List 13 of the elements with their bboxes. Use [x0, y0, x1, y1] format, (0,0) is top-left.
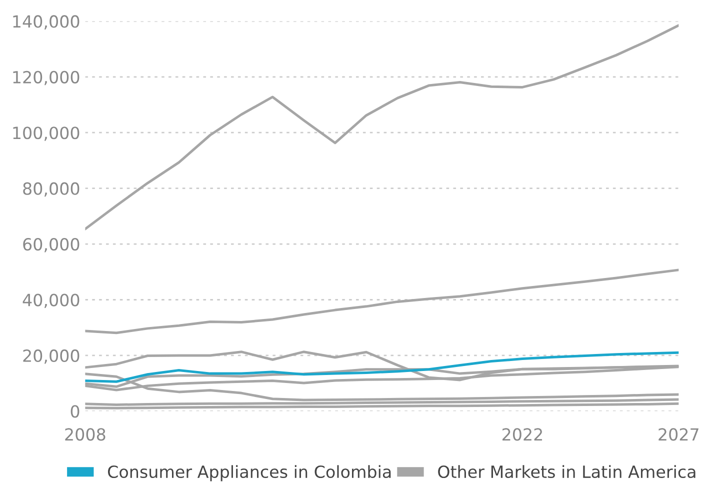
x-tick-label: 2022 [502, 428, 542, 441]
y-tick-label: 40,000 [22, 294, 80, 308]
y-tick-label: 80,000 [23, 182, 80, 197]
y-tick-label: 0 [70, 405, 80, 418]
y-tick-label: 60,000 [23, 238, 80, 252]
x-tick-label: 2008 [65, 428, 106, 441]
y-tick-label: 100,000 [13, 126, 80, 141]
y-tick-label: 20,000 [23, 349, 80, 364]
x-tick-label: 2027 [658, 428, 698, 441]
legend-label: Consumer Appliances in Colombia [108, 465, 391, 482]
y-tick-label: 140,000 [13, 15, 80, 30]
legend-label: Other Markets in Latin America [438, 465, 696, 478]
y-tick-label: 120,000 [13, 70, 80, 86]
